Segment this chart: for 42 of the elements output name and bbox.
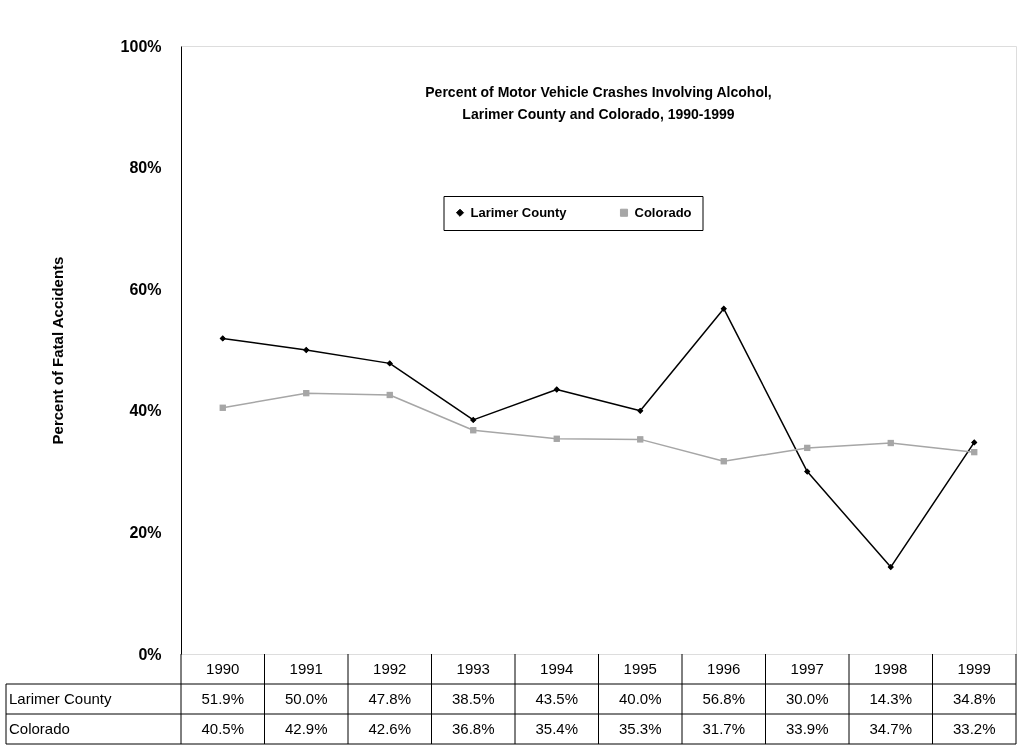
data-label: 14.3% — [869, 690, 913, 707]
data-label: 42.9% — [284, 720, 328, 737]
y-tick-label: 60% — [129, 280, 162, 298]
data-label: 38.5% — [451, 690, 495, 707]
x-tick-label: 1996 — [707, 660, 741, 677]
data-label: 43.5% — [535, 690, 579, 707]
data-label: 33.2% — [952, 720, 996, 737]
data-label: 40.5% — [201, 720, 245, 737]
x-tick-label: 1995 — [623, 660, 657, 677]
y-tick-label: 100% — [120, 37, 162, 55]
x-tick-label: 1998 — [874, 660, 908, 677]
x-tick-label: 1999 — [957, 660, 991, 677]
x-tick-label: 1991 — [289, 660, 323, 677]
data-label: 31.7% — [702, 720, 746, 737]
data-label: 34.7% — [869, 720, 913, 737]
data-label: 56.8% — [702, 690, 746, 707]
x-tick-label: 1993 — [456, 660, 490, 677]
x-tick-label: 1997 — [790, 660, 824, 677]
data-label: 50.0% — [284, 690, 328, 707]
x-tick-label: 1994 — [540, 660, 574, 677]
y-tick-label: 40% — [129, 402, 162, 420]
data-label: 33.9% — [785, 720, 829, 737]
data-label: 35.4% — [535, 720, 579, 737]
legend-label: Larimer County — [470, 204, 568, 220]
data-label: 35.3% — [618, 720, 662, 737]
text: Larimer County — [9, 690, 112, 707]
data-label: 51.9% — [201, 690, 245, 707]
data-label: 42.6% — [368, 720, 412, 737]
data-label: 40.0% — [618, 690, 662, 707]
y-axis-title: Percent of Fatal Accidents — [48, 256, 66, 445]
y-tick-label: 80% — [129, 159, 162, 177]
text: Percent of Motor Vehicle Crashes Involving Alcohol, Larimer County and Colorado, 1990-1999 — [425, 84, 772, 122]
data-label: 30.0% — [785, 690, 829, 707]
data-label: 36.8% — [451, 720, 495, 737]
legend-label: Colorado — [634, 204, 692, 220]
text: Colorado — [9, 720, 70, 737]
data-label: 34.8% — [952, 690, 996, 707]
y-tick-label: 0% — [138, 645, 162, 663]
y-tick-label: 20% — [129, 523, 162, 541]
x-tick-label: 1990 — [206, 660, 240, 677]
x-tick-label: 1992 — [373, 660, 407, 677]
data-label: 47.8% — [368, 690, 412, 707]
